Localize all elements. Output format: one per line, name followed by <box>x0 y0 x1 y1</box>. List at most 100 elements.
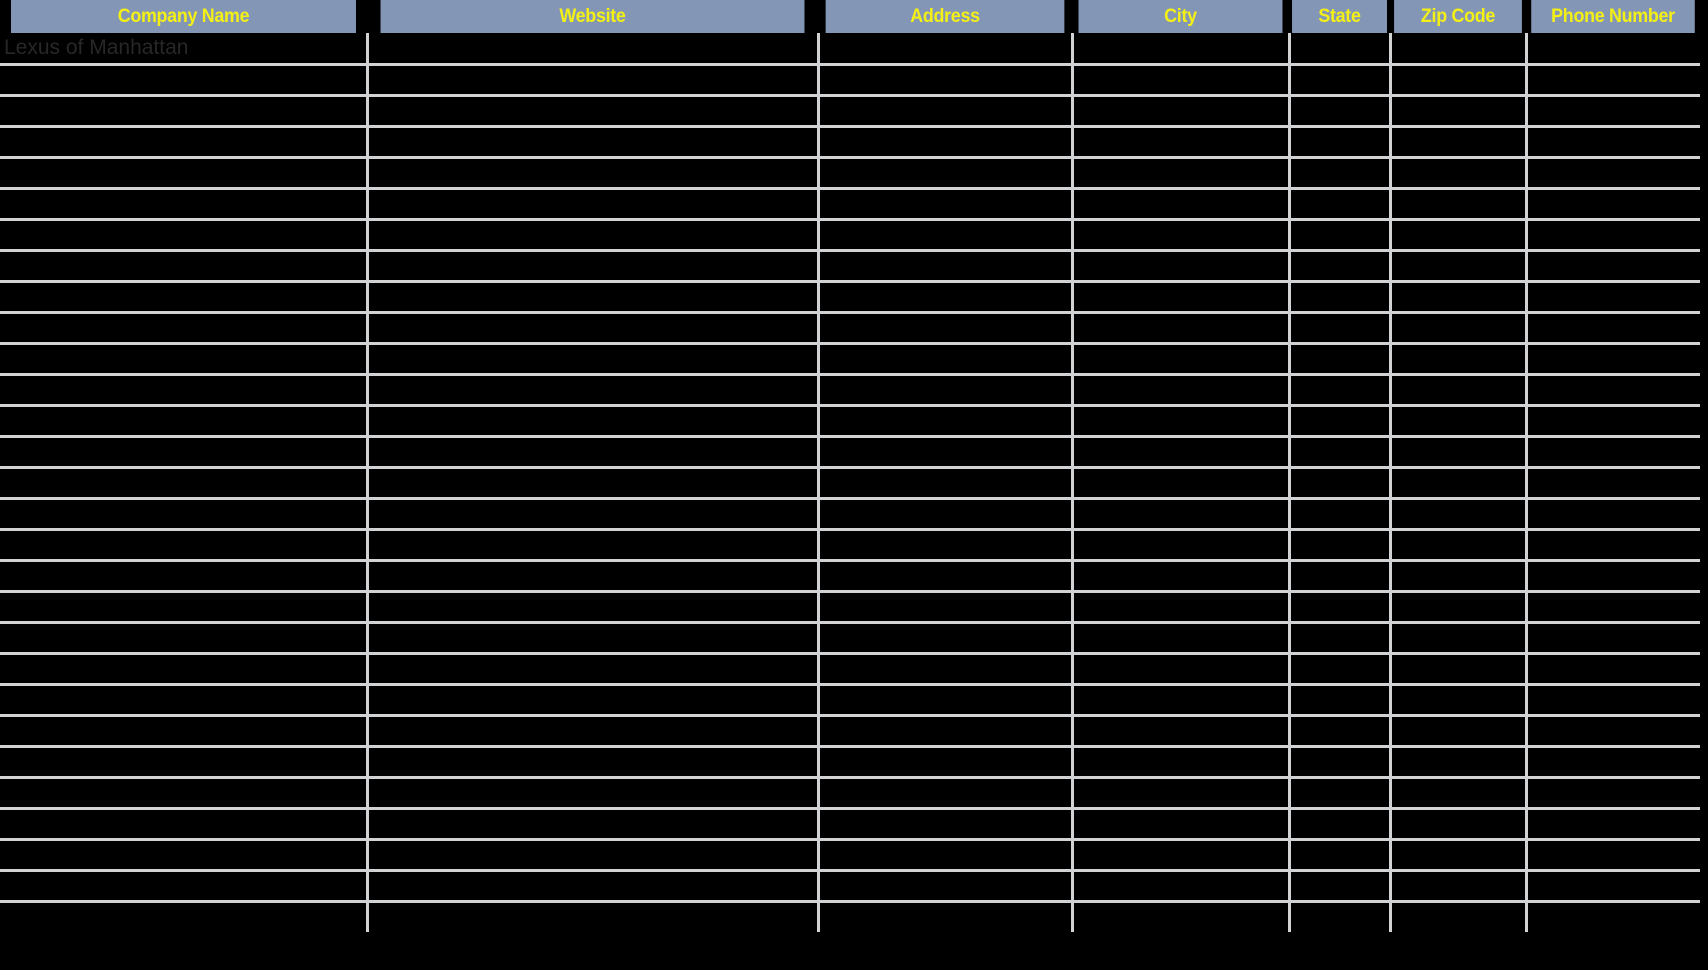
cell-address[interactable] <box>818 95 1074 128</box>
table-row[interactable] <box>0 622 1700 655</box>
cell-website[interactable] <box>367 777 820 810</box>
cell-phone-number[interactable] <box>1526 157 1700 190</box>
cell-state[interactable] <box>1289 901 1392 932</box>
cell-company-name[interactable] <box>0 219 369 252</box>
cell-city[interactable] <box>1072 374 1291 407</box>
cell-company-name[interactable] <box>0 901 369 932</box>
cell-company-name[interactable] <box>0 126 369 159</box>
cell-zip-code[interactable] <box>1390 64 1528 97</box>
table-row[interactable] <box>0 684 1700 717</box>
cell-address[interactable] <box>818 777 1074 810</box>
cell-address[interactable] <box>818 188 1074 221</box>
cell-zip-code[interactable] <box>1390 281 1528 314</box>
cell-city[interactable] <box>1072 746 1291 779</box>
cell-state[interactable] <box>1289 653 1392 686</box>
cell-zip-code[interactable] <box>1390 777 1528 810</box>
cell-zip-code[interactable] <box>1390 715 1528 748</box>
cell-state[interactable] <box>1289 777 1392 810</box>
cell-city[interactable] <box>1072 591 1291 624</box>
cell-phone-number[interactable] <box>1526 312 1700 345</box>
cell-company-name[interactable] <box>0 653 369 686</box>
cell-company-name[interactable] <box>0 64 369 97</box>
cell-phone-number[interactable] <box>1526 95 1700 128</box>
cell-company-name[interactable] <box>0 374 369 407</box>
cell-state[interactable] <box>1289 374 1392 407</box>
cell-state[interactable] <box>1289 33 1392 66</box>
cell-zip-code[interactable] <box>1390 529 1528 562</box>
cell-website[interactable] <box>367 343 820 376</box>
cell-company-name[interactable] <box>0 405 369 438</box>
cell-company-name[interactable] <box>0 591 369 624</box>
cell-city[interactable] <box>1072 839 1291 872</box>
cell-address[interactable] <box>818 560 1074 593</box>
cell-phone-number[interactable] <box>1526 498 1700 531</box>
cell-zip-code[interactable] <box>1390 746 1528 779</box>
cell-phone-number[interactable] <box>1526 374 1700 407</box>
table-row[interactable] <box>0 126 1700 159</box>
cell-address[interactable] <box>818 343 1074 376</box>
cell-address[interactable] <box>818 374 1074 407</box>
cell-company-name[interactable] <box>0 839 369 872</box>
cell-zip-code[interactable] <box>1390 33 1528 66</box>
cell-state[interactable] <box>1289 529 1392 562</box>
cell-zip-code[interactable] <box>1390 436 1528 469</box>
cell-zip-code[interactable] <box>1390 839 1528 872</box>
cell-website[interactable] <box>367 839 820 872</box>
cell-phone-number[interactable] <box>1526 746 1700 779</box>
cell-zip-code[interactable] <box>1390 870 1528 903</box>
cell-website[interactable] <box>367 529 820 562</box>
cell-website[interactable] <box>367 95 820 128</box>
cell-address[interactable] <box>818 219 1074 252</box>
table-row[interactable] <box>0 870 1700 903</box>
cell-state[interactable] <box>1289 808 1392 841</box>
cell-website[interactable] <box>367 374 820 407</box>
cell-state[interactable] <box>1289 157 1392 190</box>
cell-state[interactable] <box>1289 343 1392 376</box>
cell-city[interactable] <box>1072 312 1291 345</box>
cell-phone-number[interactable] <box>1526 188 1700 221</box>
cell-zip-code[interactable] <box>1390 312 1528 345</box>
cell-address[interactable] <box>818 870 1074 903</box>
column-header-zip-code[interactable]: Zip Code <box>1394 0 1522 33</box>
cell-phone-number[interactable] <box>1526 901 1700 932</box>
table-row[interactable] <box>0 777 1700 810</box>
cell-address[interactable] <box>818 498 1074 531</box>
cell-address[interactable] <box>818 622 1074 655</box>
cell-phone-number[interactable] <box>1526 870 1700 903</box>
cell-zip-code[interactable] <box>1390 188 1528 221</box>
cell-company-name[interactable] <box>0 529 369 562</box>
cell-state[interactable] <box>1289 684 1392 717</box>
cell-state[interactable] <box>1289 591 1392 624</box>
cell-address[interactable] <box>818 467 1074 500</box>
cell-state[interactable] <box>1289 715 1392 748</box>
table-row[interactable] <box>0 746 1700 779</box>
cell-city[interactable] <box>1072 250 1291 283</box>
cell-company-name[interactable] <box>0 281 369 314</box>
cell-website[interactable] <box>367 870 820 903</box>
cell-city[interactable] <box>1072 901 1291 932</box>
cell-phone-number[interactable] <box>1526 653 1700 686</box>
cell-company-name[interactable] <box>0 157 369 190</box>
cell-city[interactable] <box>1072 343 1291 376</box>
cell-address[interactable] <box>818 312 1074 345</box>
table-row[interactable] <box>0 312 1700 345</box>
cell-phone-number[interactable] <box>1526 839 1700 872</box>
column-header-state[interactable]: State <box>1292 0 1387 33</box>
cell-city[interactable] <box>1072 281 1291 314</box>
cell-city[interactable] <box>1072 405 1291 438</box>
cell-phone-number[interactable] <box>1526 467 1700 500</box>
cell-city[interactable] <box>1072 498 1291 531</box>
table-row[interactable] <box>0 281 1700 314</box>
cell-company-name[interactable] <box>0 312 369 345</box>
table-row[interactable] <box>0 374 1700 407</box>
cell-company-name[interactable] <box>0 343 369 376</box>
cell-company-name[interactable]: Lexus of Manhattan <box>0 33 369 66</box>
cell-state[interactable] <box>1289 64 1392 97</box>
cell-zip-code[interactable] <box>1390 219 1528 252</box>
column-header-address[interactable]: Address <box>825 0 1065 33</box>
cell-company-name[interactable] <box>0 870 369 903</box>
cell-phone-number[interactable] <box>1526 250 1700 283</box>
cell-state[interactable] <box>1289 281 1392 314</box>
cell-zip-code[interactable] <box>1390 622 1528 655</box>
cell-state[interactable] <box>1289 250 1392 283</box>
